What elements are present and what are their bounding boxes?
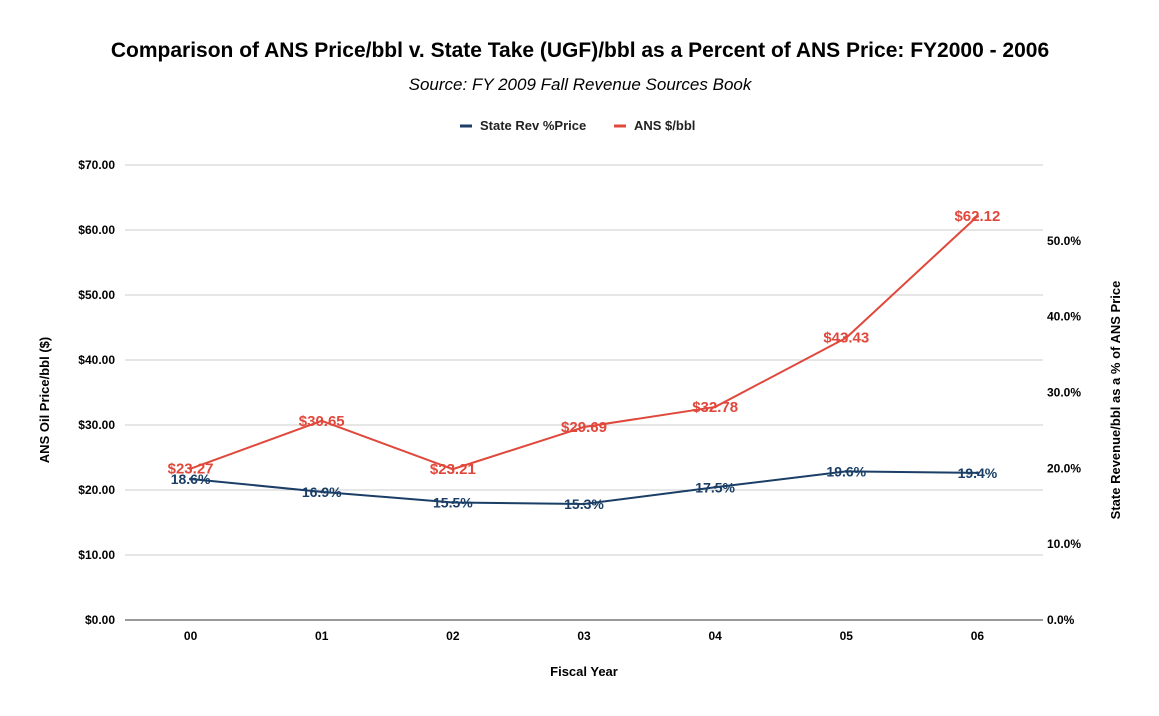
data-label: 19.6% <box>826 463 866 479</box>
y-tick-label: $20.00 <box>78 483 115 497</box>
data-label: 15.3% <box>564 496 604 512</box>
y2-tick-label: 50.0% <box>1047 234 1081 248</box>
y2-tick-label: 20.0% <box>1047 461 1081 475</box>
data-label: 15.5% <box>433 494 473 510</box>
y-tick-label: $10.00 <box>78 548 115 562</box>
data-label: 18.6% <box>171 471 211 487</box>
y2-tick-label: 0.0% <box>1047 613 1075 627</box>
data-label: $43.43 <box>823 330 869 347</box>
data-point <box>320 419 324 423</box>
data-label: 17.5% <box>695 479 735 495</box>
data-point <box>582 425 586 429</box>
data-point <box>451 467 455 471</box>
y-tick-label: $70.00 <box>78 158 115 172</box>
x-tick-label: 06 <box>971 629 985 643</box>
y-tick-label: $40.00 <box>78 353 115 367</box>
y2-tick-label: 30.0% <box>1047 386 1081 400</box>
y-tick-label: $30.00 <box>78 418 115 432</box>
legend: State Rev %Price ANS $/bbl <box>460 118 695 133</box>
gridlines <box>125 164 1043 621</box>
x-tick-label: 01 <box>315 629 329 643</box>
y-axis-right-ticks: 0.0% 10.0% 20.0% 30.0% 40.0% 50.0% <box>1047 234 1081 627</box>
x-axis-ticks: 00 01 02 03 04 05 06 <box>184 629 985 643</box>
data-point <box>975 214 979 218</box>
legend-label-state-rev: State Rev %Price <box>480 118 586 133</box>
data-point <box>189 467 193 471</box>
data-point <box>451 500 455 504</box>
x-tick-label: 03 <box>577 629 591 643</box>
data-label: $23.27 <box>168 461 214 478</box>
chart-title: Comparison of ANS Price/bbl v. State Tak… <box>111 39 1049 62</box>
x-tick-label: 00 <box>184 629 198 643</box>
y-tick-label: $0.00 <box>85 613 115 627</box>
x-tick-label: 05 <box>840 629 854 643</box>
data-label: $62.12 <box>954 208 1000 225</box>
y-tick-label: $50.00 <box>78 288 115 302</box>
y-axis-left-title: ANS Oil Price/bbl ($) <box>37 337 52 463</box>
data-label: $29.69 <box>561 419 607 436</box>
data-point <box>844 469 848 473</box>
data-label: $32.78 <box>692 399 738 416</box>
x-tick-label: 04 <box>708 629 722 643</box>
data-point <box>844 336 848 340</box>
y-axis-left-ticks: $0.00 $10.00 $20.00 $30.00 $40.00 $50.00 $60.0… <box>78 158 115 627</box>
y2-tick-label: 40.0% <box>1047 310 1081 324</box>
data-point <box>189 477 193 481</box>
data-label: $30.65 <box>299 413 345 430</box>
legend-label-ans-price: ANS $/bbl <box>634 118 695 133</box>
y2-tick-label: 10.0% <box>1047 537 1081 551</box>
data-label: 19.4% <box>958 465 998 481</box>
y-tick-label: $60.00 <box>78 223 115 237</box>
x-axis-title: Fiscal Year <box>550 664 618 679</box>
series-lines <box>189 214 979 506</box>
data-point <box>320 490 324 494</box>
data-labels: 18.6% 16.9% 15.5% 15.3% 17.5% 19.6% 19.4% $23.2… <box>168 208 1001 512</box>
chart-subtitle: Source: FY 2009 Fall Revenue Sources Boo… <box>409 75 753 94</box>
x-tick-label: 02 <box>446 629 460 643</box>
data-point <box>582 502 586 506</box>
data-label: $23.21 <box>430 461 476 478</box>
data-label: 16.9% <box>302 484 342 500</box>
data-point <box>713 405 717 409</box>
data-point <box>713 485 717 489</box>
y-axis-right-title: State Revenue/bbl as a % of ANS Price <box>1108 281 1123 520</box>
data-point <box>975 471 979 475</box>
